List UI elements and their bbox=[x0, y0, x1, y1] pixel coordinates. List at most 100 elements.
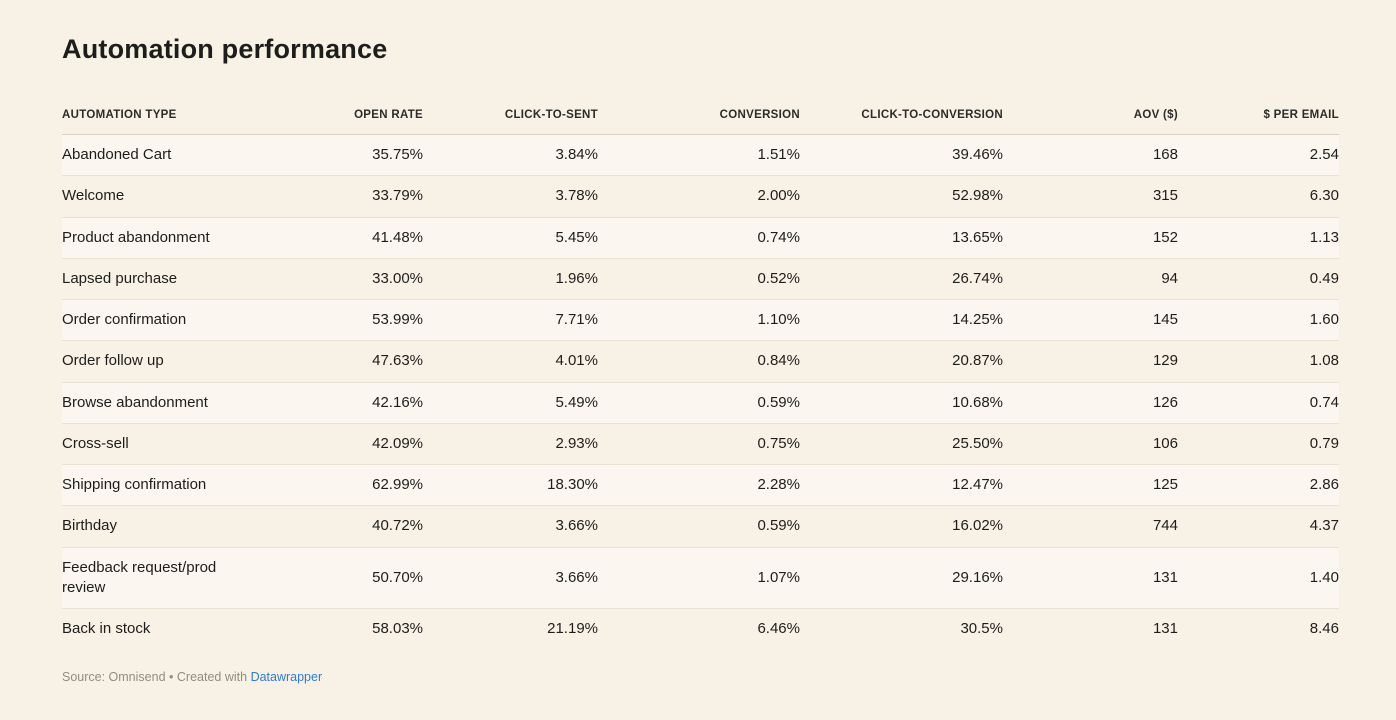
table-row: Birthday 40.72% 3.66% 0.59% 16.02% 744 4.37 bbox=[62, 505, 1339, 548]
page-title: Automation performance bbox=[62, 34, 388, 64]
value-cell: 5.45% bbox=[423, 217, 598, 259]
row-label-cell: Lapsed purchase bbox=[62, 258, 302, 301]
row-label-cell: Back in stock bbox=[62, 609, 302, 650]
value-cell: 1.10% bbox=[598, 299, 800, 342]
value-cell: 33.79% bbox=[302, 175, 423, 218]
row-label: Feedback request/prod review bbox=[62, 558, 217, 596]
column-header-click-to-conversion: CLICK-TO-CONVERSION bbox=[800, 109, 1003, 135]
column-header-aov-: AOV ($) bbox=[1003, 109, 1178, 135]
value-cell: 14.25% bbox=[800, 299, 1003, 342]
row-label-cell: Shipping confirmation bbox=[62, 464, 302, 507]
value-cell: 744 bbox=[1003, 505, 1178, 548]
value-cell: 94 bbox=[1003, 258, 1178, 301]
value-cell: 152 bbox=[1003, 217, 1178, 259]
value-cell: 3.66% bbox=[423, 505, 598, 548]
value-cell: 41.48% bbox=[302, 217, 423, 259]
value-cell: 33.00% bbox=[302, 258, 423, 301]
value-cell: 4.37 bbox=[1178, 505, 1339, 548]
row-label-cell: Abandoned Cart bbox=[62, 134, 302, 177]
value-cell: 39.46% bbox=[800, 134, 1003, 177]
column-header-automation-type: AUTOMATION TYPE bbox=[62, 109, 302, 135]
value-cell: 145 bbox=[1003, 299, 1178, 342]
table-row: Welcome 33.79% 3.78% 2.00% 52.98% 315 6.30 bbox=[62, 175, 1339, 218]
row-label-cell: Cross-sell bbox=[62, 423, 302, 466]
value-cell: 2.54 bbox=[1178, 134, 1339, 177]
table-row: Browse abandonment 42.16% 5.49% 0.59% 10.68%… bbox=[62, 382, 1339, 424]
column-header-open-rate: OPEN RATE bbox=[302, 109, 423, 135]
row-label: Browse abandonment bbox=[62, 393, 208, 411]
value-cell: 126 bbox=[1003, 382, 1178, 424]
table-row: Order confirmation 53.99% 7.71% 1.10% 14.25%… bbox=[62, 299, 1339, 342]
value-cell: 0.74% bbox=[598, 217, 800, 259]
chart-footer: Source: Omnisend • Created with Datawrap… bbox=[62, 670, 1339, 684]
row-label-cell: Birthday bbox=[62, 505, 302, 548]
row-label-cell: Welcome bbox=[62, 175, 302, 218]
row-label: Order confirmation bbox=[62, 311, 187, 328]
value-cell: 40.72% bbox=[302, 505, 423, 548]
value-cell: 8.46 bbox=[1309, 620, 1339, 637]
value-cell: 1.13 bbox=[1178, 217, 1339, 259]
value-cell: 5.49% bbox=[423, 382, 598, 424]
value-cell: 58.03% bbox=[372, 620, 423, 637]
value-cell: 0.52% bbox=[598, 258, 800, 301]
value-cell: 168 bbox=[1003, 134, 1178, 177]
value-cell: 0.84% bbox=[598, 340, 800, 383]
value-cell: 3.66% bbox=[423, 547, 598, 609]
value-cell: 18.30% bbox=[423, 464, 598, 507]
value-cell: 35.75% bbox=[302, 134, 423, 177]
value-cell: 0.59% bbox=[598, 505, 800, 548]
value-cell: 4.01% bbox=[423, 340, 598, 383]
row-label-cell: Feedback request/prod review bbox=[62, 547, 302, 609]
row-label-cell: Order follow up bbox=[62, 340, 302, 383]
table-row: Feedback request/prod review 50.70% 3.66% 1… bbox=[62, 547, 1339, 609]
value-cell: 30.5% bbox=[960, 620, 1003, 637]
value-cell: 10.68% bbox=[800, 382, 1003, 424]
value-cell: 1.08 bbox=[1178, 340, 1339, 383]
value-cell: 21.19% bbox=[547, 620, 598, 637]
table-header-row: AUTOMATION TYPE OPEN RATE CLICK-TO-SENT CON… bbox=[62, 109, 1339, 135]
value-cell: 12.47% bbox=[800, 464, 1003, 507]
value-cell: 2.28% bbox=[598, 464, 800, 507]
value-cell: 7.71% bbox=[423, 299, 598, 342]
value-cell: 125 bbox=[1003, 464, 1178, 507]
footer-separator: • bbox=[169, 670, 174, 685]
table-row: Cross-sell 42.09% 2.93% 0.75% 25.50% 106 0.79 bbox=[62, 423, 1339, 466]
value-cell: 106 bbox=[1003, 423, 1178, 466]
value-cell: 1.60 bbox=[1178, 299, 1339, 342]
value-cell: 129 bbox=[1003, 340, 1178, 383]
row-label: Back in stock bbox=[62, 620, 151, 637]
row-label: Lapsed purchase bbox=[62, 269, 178, 287]
row-label-cell: Browse abandonment bbox=[62, 382, 302, 424]
column-header-conversion: CONVERSION bbox=[598, 109, 800, 135]
value-cell: 0.59% bbox=[598, 382, 800, 424]
datawrapper-link[interactable]: Datawrapper bbox=[250, 670, 323, 685]
value-cell: 0.79 bbox=[1178, 423, 1339, 466]
table-row: Abandoned Cart 35.75% 3.84% 1.51% 39.46% 168 2… bbox=[62, 134, 1339, 177]
row-label: Birthday bbox=[62, 517, 118, 535]
value-cell: 29.16% bbox=[800, 547, 1003, 609]
table-row: Shipping confirmation 62.99% 18.30% 2.28% 12… bbox=[62, 464, 1339, 507]
row-label: Welcome bbox=[62, 187, 125, 205]
value-cell: 6.46% bbox=[757, 620, 800, 637]
value-cell: 131 bbox=[1003, 547, 1178, 609]
row-label-cell: Product abandonment bbox=[62, 217, 302, 259]
value-cell: 16.02% bbox=[800, 505, 1003, 548]
value-cell: 3.84% bbox=[423, 134, 598, 177]
value-cell: 26.74% bbox=[800, 258, 1003, 301]
automation-performance-table: AUTOMATION TYPE OPEN RATE CLICK-TO-SENT CON… bbox=[62, 109, 1339, 649]
value-cell: 131 bbox=[1152, 620, 1178, 637]
row-label-cell: Order confirmation bbox=[62, 299, 302, 342]
column-header-click-to-sent: CLICK-TO-SENT bbox=[423, 109, 598, 135]
value-cell: 2.00% bbox=[598, 175, 800, 218]
value-cell: 6.30 bbox=[1178, 175, 1339, 218]
value-cell: 13.65% bbox=[800, 217, 1003, 259]
table-row: Lapsed purchase 33.00% 1.96% 0.52% 26.74% 94 0… bbox=[62, 258, 1339, 301]
value-cell: 0.49 bbox=[1178, 258, 1339, 301]
value-cell: 2.93% bbox=[423, 423, 598, 466]
value-cell: 1.40 bbox=[1178, 547, 1339, 609]
row-label: Shipping confirmation bbox=[62, 476, 207, 493]
value-cell: 2.86 bbox=[1178, 464, 1339, 507]
table-row: Product abandonment 41.48% 5.45% 0.74% 13.65… bbox=[62, 217, 1339, 259]
value-cell: 47.63% bbox=[302, 340, 423, 383]
